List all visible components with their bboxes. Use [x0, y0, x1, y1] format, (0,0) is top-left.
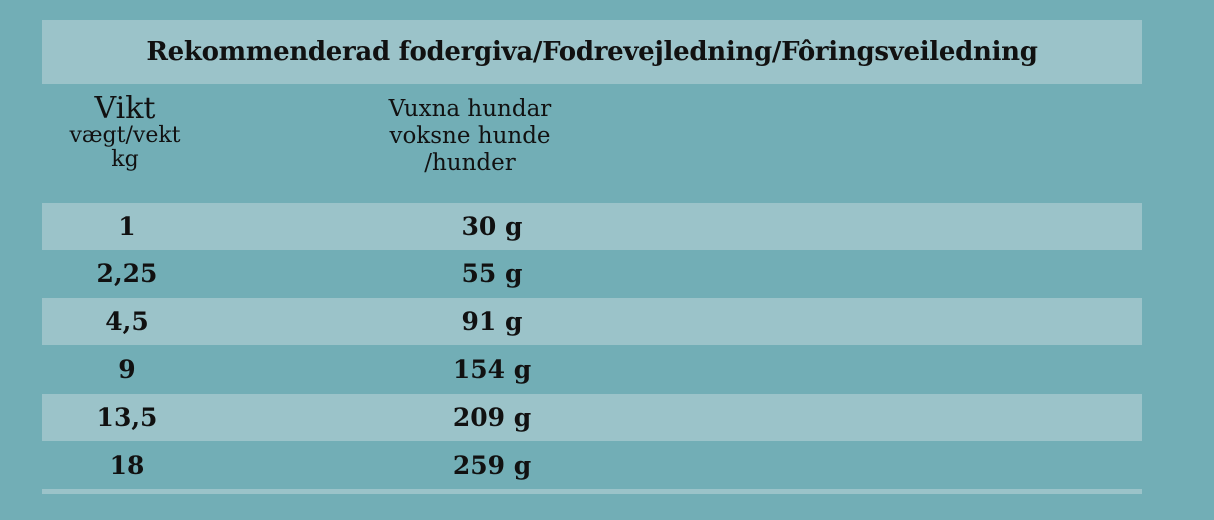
- amount-cell: 55 g: [461, 259, 523, 288]
- amount-cell: 259 g: [452, 451, 532, 480]
- weight-header-line1: Vikt: [94, 91, 156, 126]
- weight-column-header: Vikt vægt/vekt kg: [40, 94, 210, 172]
- weight-cell: 13,5: [96, 403, 158, 432]
- title-band: Rekommenderad fodergiva/Fodrevejledning/…: [42, 20, 1142, 84]
- table-row: 9 154 g: [42, 346, 1142, 393]
- adult-header-line3: /hunder: [424, 150, 516, 176]
- amount-cell: 209 g: [452, 403, 532, 432]
- amount-cell: 30 g: [461, 212, 523, 241]
- weight-cell: 18: [109, 451, 145, 480]
- table-row: 18 259 g: [42, 442, 1142, 489]
- table-row: 1 30 g: [42, 203, 1142, 250]
- adult-header-line1: Vuxna hundar: [388, 96, 552, 122]
- weight-cell: 2,25: [96, 259, 158, 288]
- adult-header-line2: voksne hunde: [389, 123, 551, 149]
- weight-cell: 4,5: [105, 307, 149, 336]
- weight-header-line3: kg: [111, 147, 139, 172]
- weight-cell: 9: [118, 355, 136, 384]
- table-title: Rekommenderad fodergiva/Fodrevejledning/…: [146, 37, 1038, 67]
- table-row: 2,25 55 g: [42, 250, 1142, 297]
- adult-column-header: Vuxna hundar voksne hunde /hunder: [350, 96, 590, 177]
- table-bottom-divider: [42, 489, 1142, 494]
- weight-header-line2: vægt/vekt: [69, 123, 181, 148]
- weight-cell: 1: [118, 212, 136, 241]
- table-row: 13,5 209 g: [42, 394, 1142, 441]
- amount-cell: 154 g: [452, 355, 532, 384]
- amount-cell: 91 g: [461, 307, 523, 336]
- table-row: 4,5 91 g: [42, 298, 1142, 345]
